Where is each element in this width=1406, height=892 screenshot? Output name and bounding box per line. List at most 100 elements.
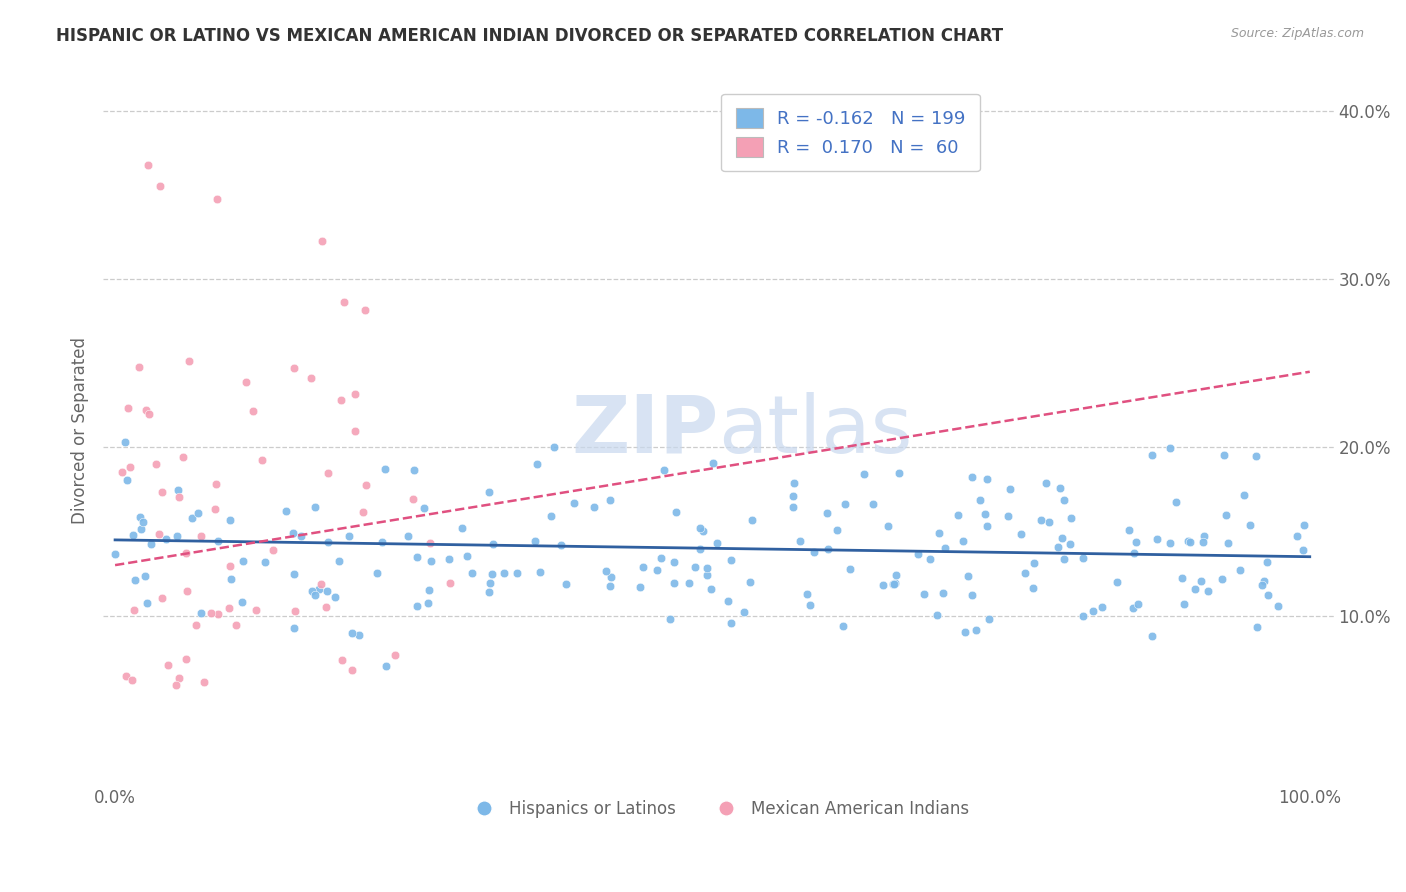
Point xyxy=(652,463,675,477)
Point xyxy=(117,474,139,488)
Point xyxy=(235,375,257,389)
Point xyxy=(1256,555,1278,569)
Point xyxy=(659,612,682,626)
Point xyxy=(337,529,360,543)
Point xyxy=(883,577,905,591)
Point xyxy=(934,541,956,555)
Point xyxy=(965,623,987,637)
Point xyxy=(741,513,763,527)
Point xyxy=(135,403,157,417)
Point xyxy=(342,626,364,640)
Point xyxy=(1081,604,1104,618)
Point xyxy=(254,555,277,569)
Point xyxy=(650,551,672,566)
Point xyxy=(529,565,551,579)
Point xyxy=(884,568,907,582)
Point xyxy=(689,521,711,535)
Point xyxy=(136,596,159,610)
Point xyxy=(232,554,254,568)
Point xyxy=(187,506,209,520)
Point xyxy=(437,551,460,566)
Point xyxy=(1128,597,1150,611)
Point xyxy=(1171,571,1194,585)
Text: ZIP: ZIP xyxy=(571,392,718,469)
Point xyxy=(1177,533,1199,548)
Point xyxy=(193,675,215,690)
Point xyxy=(299,371,322,385)
Point xyxy=(284,604,307,618)
Point xyxy=(176,651,198,665)
Point xyxy=(478,485,501,500)
Point xyxy=(172,450,194,465)
Point xyxy=(664,555,686,569)
Point xyxy=(815,506,838,520)
Point xyxy=(262,543,284,558)
Point xyxy=(482,537,505,551)
Point xyxy=(599,493,621,508)
Point xyxy=(595,564,617,578)
Point xyxy=(316,466,339,480)
Text: Source: ZipAtlas.com: Source: ZipAtlas.com xyxy=(1230,27,1364,40)
Point xyxy=(343,387,366,401)
Point xyxy=(647,563,669,577)
Point xyxy=(782,489,804,503)
Point xyxy=(1197,584,1219,599)
Point xyxy=(128,360,150,375)
Point xyxy=(1215,508,1237,523)
Point xyxy=(1229,563,1251,577)
Point xyxy=(817,541,839,556)
Point xyxy=(969,493,991,508)
Point xyxy=(245,603,267,617)
Point xyxy=(461,566,484,581)
Point xyxy=(717,594,740,608)
Point xyxy=(405,549,427,564)
Point xyxy=(928,526,950,541)
Point xyxy=(281,525,304,540)
Point xyxy=(803,545,825,559)
Point xyxy=(997,508,1019,523)
Point xyxy=(352,505,374,519)
Point xyxy=(207,534,229,549)
Point xyxy=(505,566,527,580)
Point xyxy=(796,587,818,601)
Point xyxy=(882,577,904,591)
Point xyxy=(384,648,406,663)
Point xyxy=(439,576,461,591)
Point xyxy=(371,534,394,549)
Point xyxy=(582,500,605,514)
Point xyxy=(308,582,330,597)
Point xyxy=(825,523,848,537)
Point xyxy=(165,677,187,691)
Point xyxy=(218,513,240,527)
Point xyxy=(706,536,728,550)
Point xyxy=(1285,529,1308,543)
Point xyxy=(405,599,427,614)
Point xyxy=(1123,546,1146,560)
Point xyxy=(662,575,685,590)
Point xyxy=(543,440,565,454)
Point xyxy=(782,500,804,514)
Point xyxy=(1257,588,1279,602)
Point xyxy=(1071,609,1094,624)
Point xyxy=(124,573,146,587)
Point xyxy=(166,529,188,543)
Point xyxy=(872,578,894,592)
Point xyxy=(148,526,170,541)
Point xyxy=(1035,475,1057,490)
Point xyxy=(977,612,1000,626)
Point xyxy=(354,302,377,317)
Point xyxy=(219,559,242,574)
Point xyxy=(1180,535,1202,549)
Point xyxy=(340,664,363,678)
Point xyxy=(344,425,367,439)
Point xyxy=(562,495,585,509)
Y-axis label: Divorced or Separated: Divorced or Separated xyxy=(72,337,89,524)
Point xyxy=(1049,481,1071,495)
Point xyxy=(117,401,139,415)
Point xyxy=(242,403,264,417)
Point xyxy=(550,538,572,552)
Point xyxy=(419,535,441,549)
Point xyxy=(176,583,198,598)
Point xyxy=(526,457,548,471)
Point xyxy=(315,599,337,614)
